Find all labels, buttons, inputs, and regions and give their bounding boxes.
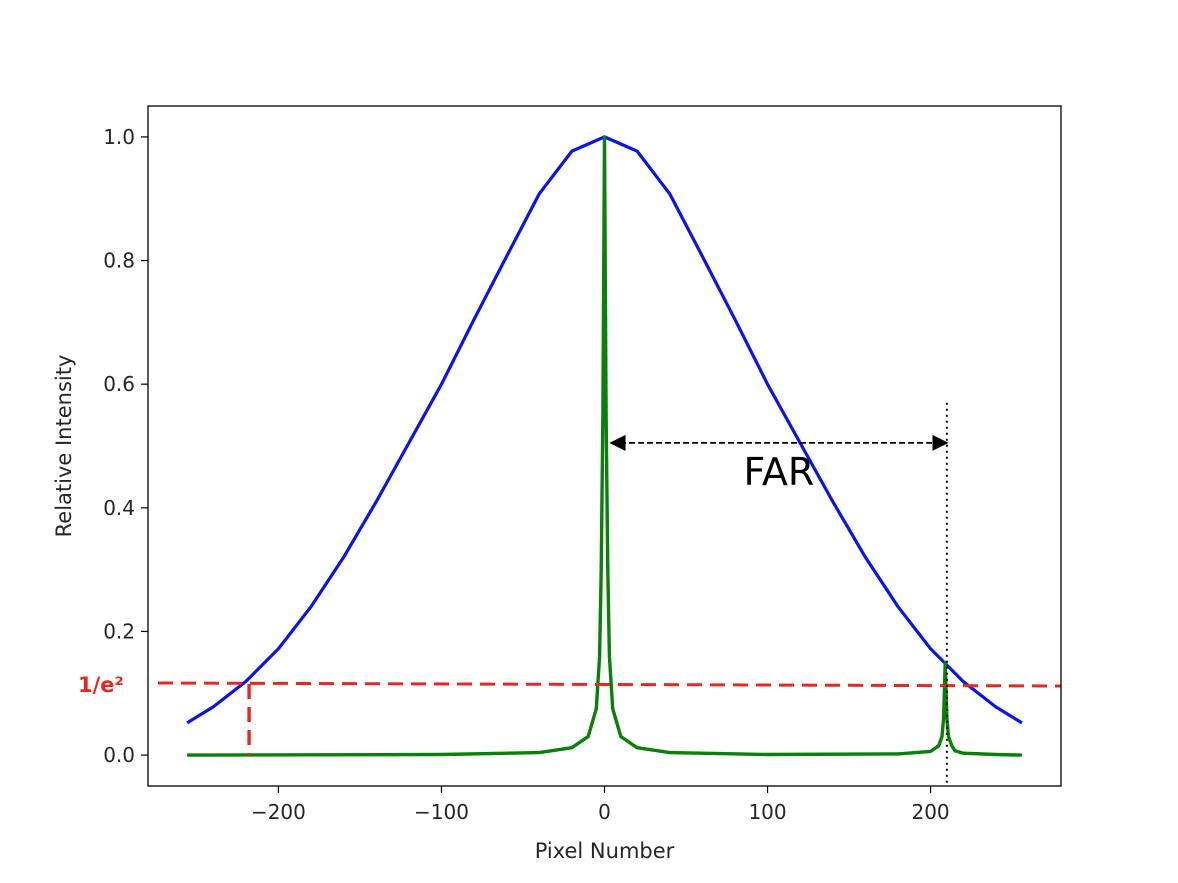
plot-frame <box>147 105 1062 787</box>
threshold-label: 1/e² <box>78 673 124 697</box>
y-tick-label: 1.0 <box>103 125 135 149</box>
series-layer <box>186 135 1023 757</box>
x-tick-label: −200 <box>251 800 306 824</box>
x-tick-label: 200 <box>911 800 949 824</box>
x-axis-ticks: −200 −100 0 100 200 <box>251 786 950 824</box>
y-tick-label: 0.4 <box>103 496 135 520</box>
y-tick-label: 0.0 <box>103 743 135 767</box>
annotation-layer: 1/e² FAR <box>78 402 1062 786</box>
y-tick-label: 0.8 <box>103 249 135 273</box>
y-axis-ticks: 0.0 0.2 0.4 0.6 0.8 1.0 <box>103 125 148 767</box>
spectral-peaks-line <box>187 135 1022 757</box>
y-tick-label: 0.2 <box>103 619 135 643</box>
y-axis-title: Relative Intensity <box>52 355 76 538</box>
x-tick-label: 100 <box>748 800 786 824</box>
threshold-line <box>157 681 1062 688</box>
y-tick-label: 0.6 <box>103 372 135 396</box>
far-label: FAR <box>744 450 815 494</box>
x-axis-title: Pixel Number <box>535 839 675 863</box>
x-tick-label: 0 <box>598 800 611 824</box>
x-tick-label: −100 <box>414 800 469 824</box>
